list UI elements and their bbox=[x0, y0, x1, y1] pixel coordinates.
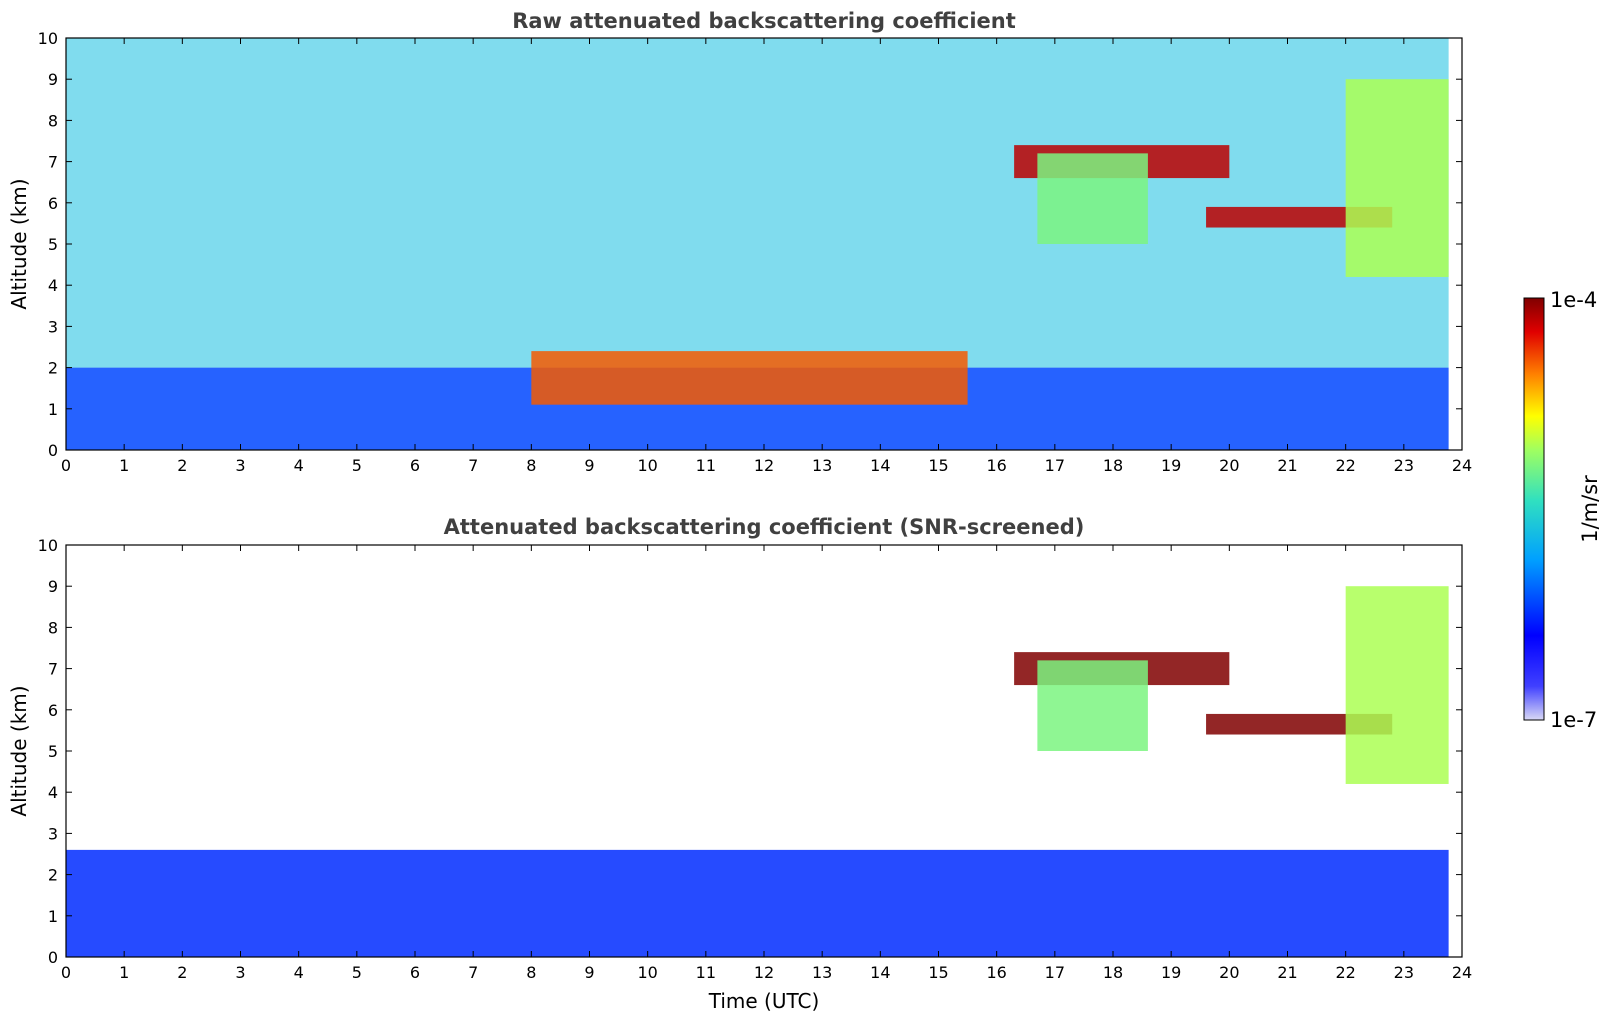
x-tick-label: 10 bbox=[637, 456, 657, 475]
x-tick-label: 19 bbox=[1161, 963, 1181, 982]
y-tick-label: 6 bbox=[48, 194, 58, 213]
x-tick-label: 14 bbox=[870, 456, 890, 475]
panel-raw-y-axis: 0 1 2 3 4 5 6 7 8 9 10 bbox=[38, 29, 1462, 460]
x-tick-label: 24 bbox=[1452, 963, 1472, 982]
x-tick-label: 12 bbox=[754, 963, 774, 982]
panel-screened-title: Attenuated backscattering coefficient (S… bbox=[444, 515, 1085, 539]
y-tick-label: 7 bbox=[48, 153, 58, 172]
y-tick-label: 7 bbox=[48, 660, 58, 679]
panel-raw-ylabel: Altitude (km) bbox=[7, 178, 31, 309]
x-tick-label: 2 bbox=[177, 456, 187, 475]
x-tick-label: 14 bbox=[870, 963, 890, 982]
x-tick-label: 18 bbox=[1103, 456, 1123, 475]
x-tick-label: 13 bbox=[812, 456, 832, 475]
x-tick-label: 15 bbox=[928, 456, 948, 475]
x-tick-label: 0 bbox=[61, 456, 71, 475]
panel-screened-y-axis: 0 1 2 3 4 5 6 7 8 9 10 bbox=[38, 536, 1462, 967]
y-tick-label: 1 bbox=[48, 400, 58, 419]
x-tick-label: 4 bbox=[294, 456, 304, 475]
y-tick-label: 8 bbox=[48, 618, 58, 637]
y-tick-label: 8 bbox=[48, 111, 58, 130]
x-tick-label: 15 bbox=[928, 963, 948, 982]
x-tick-label: 2 bbox=[177, 963, 187, 982]
panel-screened-ylabel: Altitude (km) bbox=[7, 685, 31, 816]
heatmap-region-cirrus bbox=[1037, 660, 1148, 751]
x-tick-label: 17 bbox=[1045, 963, 1065, 982]
x-tick-label: 16 bbox=[986, 456, 1006, 475]
x-tick-label: 23 bbox=[1394, 963, 1414, 982]
y-tick-label: 4 bbox=[48, 783, 58, 802]
x-tick-label: 22 bbox=[1335, 456, 1355, 475]
heatmap-region-cirrus bbox=[1345, 586, 1449, 784]
y-tick-label: 6 bbox=[48, 701, 58, 720]
x-tick-label: 20 bbox=[1219, 963, 1239, 982]
x-tick-label: 7 bbox=[468, 963, 478, 982]
heatmap-region-low-signal-noise bbox=[66, 38, 1449, 368]
x-tick-label: 5 bbox=[352, 963, 362, 982]
x-tick-label: 18 bbox=[1103, 963, 1123, 982]
y-tick-label: 0 bbox=[48, 441, 58, 460]
x-tick-label: 24 bbox=[1452, 456, 1472, 475]
y-tick-label: 1 bbox=[48, 907, 58, 926]
y-tick-label: 3 bbox=[48, 824, 58, 843]
y-tick-label: 2 bbox=[48, 359, 58, 378]
x-tick-label: 20 bbox=[1219, 456, 1239, 475]
y-tick-label: 5 bbox=[48, 235, 58, 254]
panel-raw-title: Raw attenuated backscattering coefficien… bbox=[512, 9, 1016, 33]
y-tick-label: 4 bbox=[48, 276, 58, 295]
x-tick-label: 1 bbox=[119, 456, 129, 475]
panel-screened-heatmap bbox=[66, 586, 1449, 957]
x-tick-label: 7 bbox=[468, 456, 478, 475]
x-tick-label: 19 bbox=[1161, 456, 1181, 475]
heatmap-region-cirrus bbox=[1345, 79, 1449, 277]
panel-screened: Attenuated backscattering coefficient (S… bbox=[7, 515, 1472, 1013]
x-tick-label: 0 bbox=[61, 963, 71, 982]
panel-raw-heatmap bbox=[66, 38, 1449, 450]
x-tick-label: 8 bbox=[526, 963, 536, 982]
y-tick-label: 10 bbox=[38, 536, 58, 555]
x-tick-label: 9 bbox=[584, 456, 594, 475]
x-tick-label: 11 bbox=[696, 963, 716, 982]
y-tick-label: 9 bbox=[48, 70, 58, 89]
x-tick-label: 5 bbox=[352, 456, 362, 475]
colorbar-gradient bbox=[1523, 297, 1545, 721]
x-tick-label: 12 bbox=[754, 456, 774, 475]
x-tick-label: 6 bbox=[410, 963, 420, 982]
x-tick-label: 21 bbox=[1277, 963, 1297, 982]
x-tick-label: 4 bbox=[294, 963, 304, 982]
panel-screened-xlabel: Time (UTC) bbox=[708, 989, 820, 1013]
x-tick-label: 8 bbox=[526, 456, 536, 475]
colorbar-unit-label: 1/m/sr bbox=[1578, 475, 1602, 543]
x-tick-label: 6 bbox=[410, 456, 420, 475]
colorbar: 1e-4 1e-7 1/m/sr bbox=[1523, 288, 1602, 732]
heatmap-region-boundary-layer-aerosol bbox=[66, 849, 1449, 957]
x-tick-label: 10 bbox=[637, 963, 657, 982]
y-tick-label: 0 bbox=[48, 948, 58, 967]
x-tick-label: 16 bbox=[986, 963, 1006, 982]
heatmap-region-cirrus bbox=[1037, 153, 1148, 244]
colorbar-min-label: 1e-7 bbox=[1550, 708, 1597, 732]
colorbar-max-label: 1e-4 bbox=[1550, 288, 1597, 312]
x-tick-label: 9 bbox=[584, 963, 594, 982]
x-tick-label: 23 bbox=[1394, 456, 1414, 475]
x-tick-label: 3 bbox=[235, 456, 245, 475]
x-tick-label: 3 bbox=[235, 963, 245, 982]
y-tick-label: 3 bbox=[48, 317, 58, 336]
heatmap-region-low-cloud bbox=[531, 351, 968, 405]
x-tick-label: 11 bbox=[696, 456, 716, 475]
panel-screened-x-axis: 0 1 2 3 4 5 6 7 8 9 10 11 12 13 14 15 16 17 18 19 20 21 22 23 24 bbox=[61, 545, 1472, 982]
y-tick-label: 2 bbox=[48, 866, 58, 885]
x-tick-label: 17 bbox=[1045, 456, 1065, 475]
x-tick-label: 13 bbox=[812, 963, 832, 982]
panel-raw: Raw attenuated backscattering coefficien… bbox=[7, 9, 1472, 475]
x-tick-label: 1 bbox=[119, 963, 129, 982]
y-tick-label: 9 bbox=[48, 577, 58, 596]
x-tick-label: 21 bbox=[1277, 456, 1297, 475]
y-tick-label: 10 bbox=[38, 29, 58, 48]
x-tick-label: 22 bbox=[1335, 963, 1355, 982]
y-tick-label: 5 bbox=[48, 742, 58, 761]
panel-raw-x-axis: 0 1 2 3 4 5 6 7 8 9 10 11 12 13 14 15 16 17 18 19 20 21 22 23 24 bbox=[61, 38, 1472, 475]
